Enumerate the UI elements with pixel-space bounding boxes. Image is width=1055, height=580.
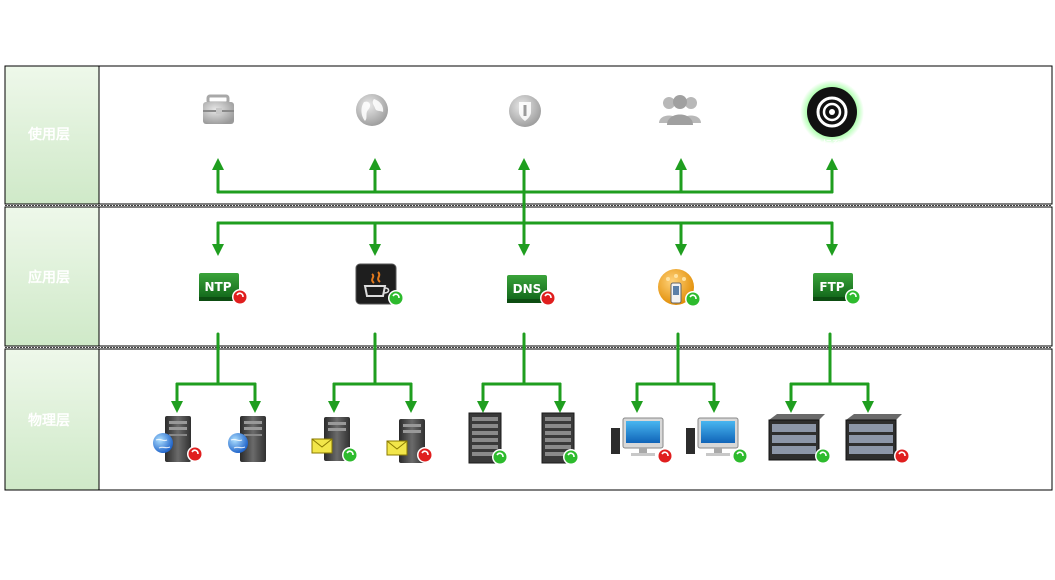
status-ok-icon: [732, 448, 748, 464]
fork-rack: [477, 332, 566, 413]
status-error-icon: [187, 446, 203, 462]
layer-label-app: 应用层: [28, 269, 70, 286]
status-ok-icon: [563, 449, 579, 465]
mail-server-icon[interactable]: [311, 417, 358, 463]
layer-use: 使用层: [4, 65, 1053, 205]
status-error-icon: [657, 448, 673, 464]
globe-icon[interactable]: [356, 94, 388, 126]
status-ok-icon: [845, 289, 861, 305]
status-ok-icon: [342, 447, 358, 463]
ntp-label: NTP: [204, 280, 231, 294]
dns-app-icon[interactable]: DNS: [507, 275, 556, 306]
mail-server-icon[interactable]: [386, 419, 433, 463]
status-error-icon: [894, 448, 910, 464]
desktop-icon[interactable]: [611, 417, 673, 464]
desktop-icon[interactable]: [686, 417, 748, 464]
status-error-icon: [417, 447, 433, 463]
status-ok-icon: [685, 291, 701, 307]
dns-label: DNS: [513, 282, 542, 296]
status-ok-icon: [492, 449, 508, 465]
storage-array-icon[interactable]: [768, 414, 831, 464]
target-caption: 目标系统: [812, 138, 852, 151]
shield-icon[interactable]: [509, 95, 541, 127]
status-ok-icon: [388, 290, 404, 306]
rack-server-icon[interactable]: [541, 412, 579, 465]
ntp-app-icon[interactable]: NTP: [199, 273, 248, 305]
mobile-app-icon[interactable]: [658, 269, 701, 307]
status-ok-icon: [815, 448, 831, 464]
layer-phys: 物理层: [4, 348, 1053, 491]
briefcase-icon[interactable]: [203, 94, 234, 124]
status-error-icon: [540, 290, 556, 306]
layer-label-phys: 物理层: [28, 412, 70, 429]
fork-web: [171, 332, 261, 413]
target-icon[interactable]: 目标系统: [800, 80, 864, 151]
rack-server-icon[interactable]: [468, 412, 508, 465]
status-error-icon: [232, 289, 248, 305]
fork-storage: [785, 332, 874, 413]
fork-desktop: [631, 332, 720, 413]
layer-label-use: 使用层: [27, 126, 70, 143]
ftp-app-icon[interactable]: FTP: [813, 273, 861, 305]
users-icon[interactable]: [659, 95, 701, 125]
connectors: [171, 158, 874, 413]
fork-mail: [328, 332, 417, 413]
storage-array-icon[interactable]: [845, 414, 910, 464]
java-app-icon[interactable]: [355, 263, 404, 306]
web-server-icon[interactable]: [153, 416, 203, 462]
web-server-icon[interactable]: [228, 416, 266, 462]
ftp-label: FTP: [819, 280, 844, 294]
